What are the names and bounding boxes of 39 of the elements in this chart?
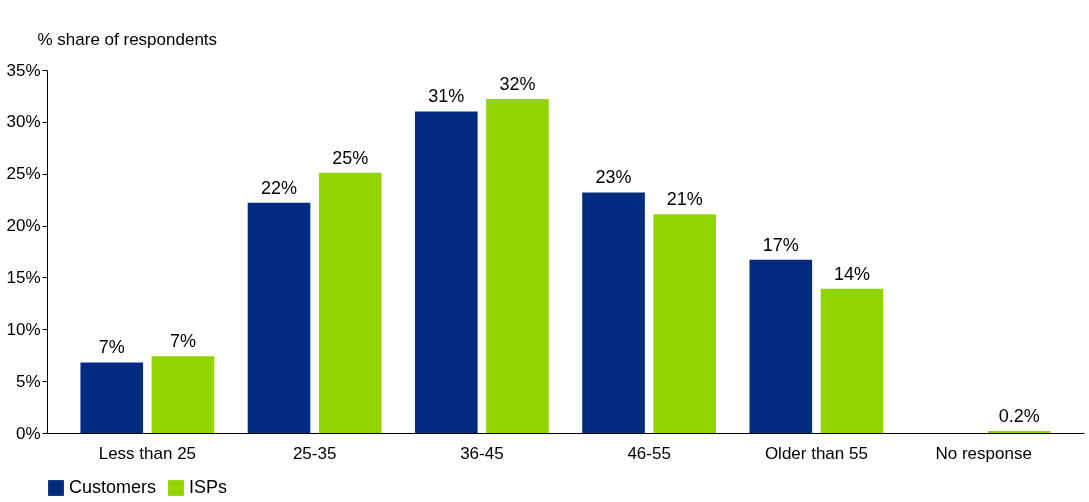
bar: [80, 362, 144, 433]
data-label: 0.2%: [998, 405, 1040, 426]
bar: [653, 214, 717, 433]
data-label: 7%: [98, 337, 125, 358]
data-label: 14%: [833, 263, 870, 284]
data-label: 31%: [428, 86, 465, 107]
y-tick-label: 0%: [15, 423, 41, 443]
bar: [749, 259, 813, 433]
y-axis-title: % share of respondents: [37, 29, 218, 49]
y-tick-label: 5%: [15, 371, 41, 391]
y-tick-label: 35%: [6, 60, 41, 80]
x-tick-label: 25-35: [292, 443, 337, 463]
bar: [582, 192, 645, 433]
y-tick-label: 25%: [6, 164, 41, 184]
x-tick-label: Older than 55: [764, 443, 868, 463]
data-label: 17%: [762, 234, 799, 255]
y-tick-label: 20%: [6, 216, 41, 236]
bar: [318, 172, 382, 433]
bar: [820, 288, 884, 433]
y-tick-label: 15%: [6, 267, 41, 287]
legend-label: ISPs: [189, 477, 228, 497]
y-tick-label: 30%: [6, 112, 41, 132]
data-label: 25%: [332, 147, 369, 168]
y-tick-label: 10%: [6, 319, 41, 339]
legend-label: Customers: [69, 477, 157, 497]
data-label: 23%: [595, 167, 632, 188]
x-tick-label: No response: [935, 443, 1032, 463]
x-tick-label: Less than 25: [98, 443, 197, 463]
bar: [247, 202, 311, 433]
bar: [987, 430, 1051, 433]
x-tick-label: 46-55: [627, 443, 671, 463]
bar: [414, 111, 478, 433]
data-label: 21%: [666, 189, 703, 210]
bar: [486, 99, 549, 433]
x-tick-label: 36-45: [460, 443, 504, 463]
bar: [151, 356, 215, 433]
data-label: 32%: [499, 74, 536, 95]
data-label: 22%: [261, 177, 298, 198]
data-label: 7%: [169, 331, 196, 352]
